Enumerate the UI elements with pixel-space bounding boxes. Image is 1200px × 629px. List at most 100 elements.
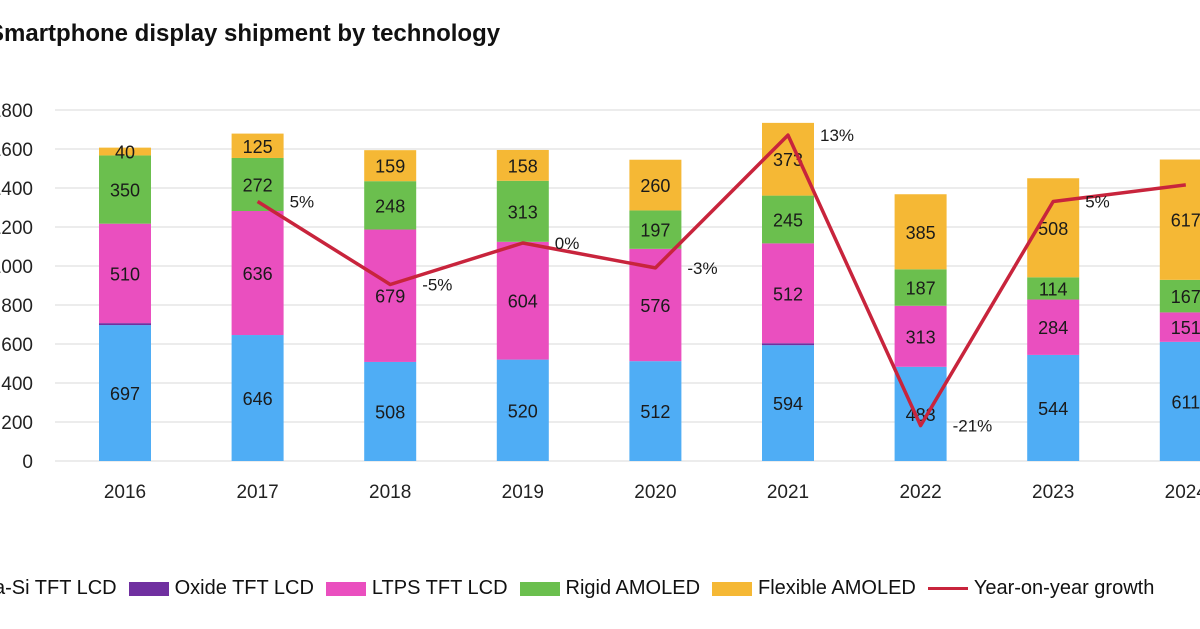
- data-label: 510: [110, 264, 140, 284]
- data-label: 512: [773, 284, 803, 304]
- bar-segment: [99, 147, 151, 156]
- y-tick-label: 200: [1, 413, 33, 434]
- legend-label: Flexible AMOLED: [758, 577, 916, 599]
- legend-label: LTPS TFT LCD: [371, 577, 508, 599]
- bar-segment: [1027, 299, 1080, 355]
- y-tick-label: 400: [1, 374, 33, 395]
- y-tick-label: 1400: [0, 179, 33, 200]
- bar-segment: [894, 194, 947, 270]
- data-label: 248: [375, 196, 405, 216]
- y-tick-label: 1600: [0, 140, 33, 161]
- bar-segment: [762, 195, 814, 244]
- data-label: 151: [1171, 318, 1200, 338]
- data-label: 611: [1171, 392, 1200, 412]
- bar-segment: [629, 159, 682, 211]
- yoy-label: -21%: [953, 417, 993, 436]
- data-label: 520: [508, 401, 538, 421]
- bar-segment: [99, 223, 151, 324]
- x-tick-label: 2022: [899, 482, 941, 503]
- data-label: 617: [1171, 211, 1200, 231]
- bar-segment: [99, 325, 151, 461]
- bar-segment: [496, 359, 549, 461]
- data-label: 197: [640, 221, 670, 241]
- legend-item-yoy: Year-on-year growth: [927, 577, 1155, 600]
- bar-segment: [894, 269, 947, 306]
- data-label: 187: [906, 279, 936, 299]
- data-label: 260: [640, 176, 670, 196]
- y-tick-label: 1000: [0, 257, 33, 278]
- bar-segment: [99, 155, 151, 224]
- data-label: 158: [508, 156, 538, 176]
- legend: a-Si TFT LCD Oxide TFT LCD LTPS TFT LCD …: [0, 577, 1166, 600]
- bar-segment: [1159, 159, 1200, 280]
- y-tick-label: 800: [1, 296, 33, 317]
- x-tick-label: 2018: [369, 482, 411, 503]
- chart-title: Smartphone display shipment by technolog…: [0, 20, 501, 47]
- yoy-label: 5%: [1085, 193, 1110, 212]
- data-label: 679: [375, 287, 405, 307]
- bar-segment: [762, 345, 814, 461]
- bar-segment: [1027, 354, 1080, 461]
- yoy-label: 13%: [820, 126, 854, 145]
- bar-segment: [496, 241, 549, 360]
- legend-label: Year-on-year growth: [973, 577, 1155, 599]
- data-label: 636: [243, 264, 273, 284]
- bar-segment: [364, 229, 417, 362]
- data-label: 125: [243, 137, 273, 157]
- yoy-label: -5%: [422, 276, 452, 295]
- bar-segment: [629, 210, 682, 249]
- data-label: 159: [375, 157, 405, 177]
- data-label: 508: [375, 402, 405, 422]
- x-tick-label: 2016: [104, 482, 146, 503]
- data-label: 313: [508, 202, 538, 222]
- legend-swatch: [519, 581, 560, 596]
- legend-swatch: [712, 581, 753, 596]
- bar-segment: [99, 323, 151, 326]
- x-tick-label: 2017: [236, 482, 278, 503]
- data-label: 167: [1171, 287, 1200, 307]
- bar-segment: [1159, 279, 1200, 313]
- x-tick-label: 2020: [634, 482, 676, 503]
- legend-label: a-Si TFT LCD: [0, 577, 117, 599]
- legend-item-flexible: Flexible AMOLED: [712, 577, 916, 600]
- y-tick-label: 1200: [0, 218, 33, 239]
- legend-label: Oxide TFT LCD: [174, 577, 314, 599]
- yoy-label: 5%: [290, 193, 315, 212]
- data-label: 646: [243, 389, 273, 409]
- data-label: 272: [243, 175, 273, 195]
- data-label: 114: [1039, 279, 1068, 299]
- bar-segment: [1159, 341, 1200, 461]
- bar-segment: [629, 361, 682, 461]
- bar-segment: [231, 335, 284, 461]
- data-label: 594: [773, 394, 803, 414]
- y-tick-label: 600: [1, 335, 33, 356]
- legend-label: Rigid AMOLED: [565, 577, 701, 599]
- legend-swatch: [325, 581, 366, 596]
- bar-segment: [364, 181, 417, 230]
- x-tick-label: 2024: [1165, 482, 1200, 503]
- bar-segment: [762, 243, 814, 344]
- bar-segment: [1159, 312, 1200, 342]
- yoy-label: -3%: [687, 259, 717, 278]
- legend-swatch: [128, 581, 169, 596]
- bar-segment: [364, 150, 417, 182]
- yoy-growth-line: [256, 133, 1187, 428]
- x-tick-label: 2019: [502, 482, 544, 503]
- legend-item-ltps: LTPS TFT LCD: [325, 577, 508, 600]
- data-label: 284: [1038, 318, 1068, 338]
- legend-item-rigid: Rigid AMOLED: [519, 577, 701, 600]
- legend-item-oxide: Oxide TFT LCD: [128, 577, 314, 600]
- data-label: 245: [773, 210, 803, 230]
- data-label: 512: [640, 402, 670, 422]
- data-label: 604: [508, 292, 538, 312]
- legend-item-asi: a-Si TFT LCD: [0, 577, 117, 600]
- bar-segment: [762, 343, 814, 346]
- data-label: 40: [115, 143, 135, 163]
- data-label: 544: [1038, 399, 1068, 419]
- bar-segment: [364, 361, 417, 461]
- data-label: 350: [110, 181, 140, 201]
- bar-segment: [496, 149, 549, 181]
- data-label: 697: [110, 384, 140, 404]
- data-label: 313: [906, 327, 936, 347]
